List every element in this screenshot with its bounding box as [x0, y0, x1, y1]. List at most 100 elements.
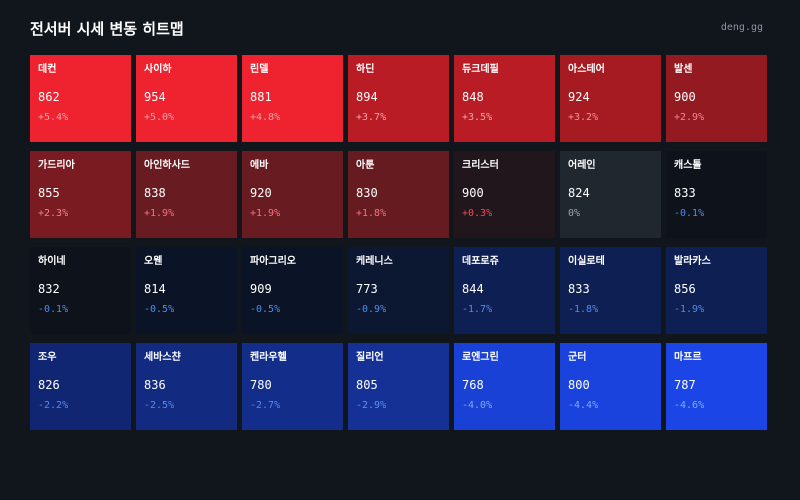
price-change: -0.5%: [250, 304, 281, 315]
heatmap-grid: 데컨 862 +5.4% 사이하 954 +5.0% 린델 881 +4.8% 하딘 894 +3.7…: [30, 55, 767, 430]
server-name: 켄라우헬: [250, 352, 287, 363]
heatmap-tile[interactable]: 세바스챤 836 -2.5%: [136, 343, 237, 430]
heatmap-tile[interactable]: 아인하사드 838 +1.9%: [136, 151, 237, 238]
price-change: -4.6%: [674, 400, 705, 411]
heatmap-tile[interactable]: 아스테어 924 +3.2%: [560, 55, 661, 142]
server-price: 909: [250, 282, 272, 296]
heatmap-tile[interactable]: 로엔그린 768 -4.0%: [454, 343, 555, 430]
server-price: 824: [568, 186, 590, 200]
server-price: 833: [568, 282, 590, 296]
heatmap-tile[interactable]: 아툰 830 +1.8%: [348, 151, 449, 238]
heatmap-tile[interactable]: 듀크데필 848 +3.5%: [454, 55, 555, 142]
server-name: 질리언: [356, 352, 384, 363]
price-change: +4.8%: [250, 112, 281, 123]
heatmap-tile[interactable]: 발센 900 +2.9%: [666, 55, 767, 142]
heatmap-tile[interactable]: 린델 881 +4.8%: [242, 55, 343, 142]
server-name: 이실로테: [568, 256, 605, 267]
price-change: +2.3%: [38, 208, 69, 219]
server-price: 805: [356, 378, 378, 392]
server-name: 하이네: [38, 256, 66, 267]
price-change: -2.9%: [356, 400, 387, 411]
server-name: 린델: [250, 64, 269, 75]
price-change: +1.9%: [144, 208, 175, 219]
heatmap-tile[interactable]: 조우 826 -2.2%: [30, 343, 131, 430]
heatmap-tile[interactable]: 데컨 862 +5.4%: [30, 55, 131, 142]
heatmap-tile[interactable]: 에바 920 +1.9%: [242, 151, 343, 238]
price-change: -1.8%: [568, 304, 599, 315]
server-price: 844: [462, 282, 484, 296]
server-price: 954: [144, 90, 166, 104]
price-change: +3.5%: [462, 112, 493, 123]
server-price: 800: [568, 378, 590, 392]
price-change: 0%: [568, 208, 581, 219]
site-label: deng.gg: [720, 22, 763, 33]
server-name: 가드리아: [38, 160, 75, 171]
heatmap-tile[interactable]: 켄라우헬 780 -2.7%: [242, 343, 343, 430]
heatmap-tile[interactable]: 질리언 805 -2.9%: [348, 343, 449, 430]
heatmap-tile[interactable]: 캐스톨 833 -0.1%: [666, 151, 767, 238]
server-name: 군터: [568, 352, 587, 363]
server-price: 900: [462, 186, 484, 200]
price-change: +3.2%: [568, 112, 599, 123]
heatmap-tile[interactable]: 어레인 824 0%: [560, 151, 661, 238]
price-change: -1.9%: [674, 304, 705, 315]
heatmap-tile[interactable]: 케레니스 773 -0.9%: [348, 247, 449, 334]
server-name: 케레니스: [356, 256, 393, 267]
server-price: 900: [674, 90, 696, 104]
price-change: +2.9%: [674, 112, 705, 123]
heatmap-tile[interactable]: 오웬 814 -0.5%: [136, 247, 237, 334]
server-price: 856: [674, 282, 696, 296]
price-change: -4.4%: [568, 400, 599, 411]
server-price: 838: [144, 186, 166, 200]
price-change: -2.5%: [144, 400, 175, 411]
page-title: 전서버 시세 변동 히트맵: [30, 20, 184, 38]
server-price: 832: [38, 282, 60, 296]
price-change: -0.1%: [674, 208, 705, 219]
heatmap-tile[interactable]: 마프르 787 -4.6%: [666, 343, 767, 430]
server-price: 924: [568, 90, 590, 104]
server-name: 사이하: [144, 64, 172, 75]
server-price: 848: [462, 90, 484, 104]
server-name: 하딘: [356, 64, 375, 75]
server-name: 파아그리오: [250, 256, 296, 267]
server-name: 캐스톨: [674, 160, 702, 171]
price-change: +5.4%: [38, 112, 69, 123]
server-price: 826: [38, 378, 60, 392]
server-name: 오웬: [144, 256, 163, 267]
server-name: 듀크데필: [462, 64, 499, 75]
server-price: 894: [356, 90, 378, 104]
price-change: -0.9%: [356, 304, 387, 315]
price-change: +0.3%: [462, 208, 493, 219]
heatmap-tile[interactable]: 파아그리오 909 -0.5%: [242, 247, 343, 334]
heatmap-tile[interactable]: 군터 800 -4.4%: [560, 343, 661, 430]
heatmap-tile[interactable]: 사이하 954 +5.0%: [136, 55, 237, 142]
server-name: 세바스챤: [144, 352, 181, 363]
server-price: 787: [674, 378, 696, 392]
server-name: 로엔그린: [462, 352, 499, 363]
heatmap-tile[interactable]: 하이네 832 -0.1%: [30, 247, 131, 334]
server-name: 조우: [38, 352, 57, 363]
server-name: 아인하사드: [144, 160, 190, 171]
heatmap-tile[interactable]: 가드리아 855 +2.3%: [30, 151, 131, 238]
price-change: +1.8%: [356, 208, 387, 219]
heatmap-tile[interactable]: 하딘 894 +3.7%: [348, 55, 449, 142]
heatmap-tile[interactable]: 이실로테 833 -1.8%: [560, 247, 661, 334]
server-name: 데포로쥬: [462, 256, 499, 267]
server-name: 아스테어: [568, 64, 605, 75]
server-price: 768: [462, 378, 484, 392]
price-change: +3.7%: [356, 112, 387, 123]
heatmap-tile[interactable]: 데포로쥬 844 -1.7%: [454, 247, 555, 334]
server-name: 에바: [250, 160, 269, 171]
server-price: 830: [356, 186, 378, 200]
price-change: +1.9%: [250, 208, 281, 219]
heatmap-tile[interactable]: 크리스터 900 +0.3%: [454, 151, 555, 238]
heatmap-tile[interactable]: 발라카스 856 -1.9%: [666, 247, 767, 334]
server-price: 780: [250, 378, 272, 392]
server-price: 773: [356, 282, 378, 296]
price-change: -2.7%: [250, 400, 281, 411]
server-name: 데컨: [38, 64, 57, 75]
server-price: 836: [144, 378, 166, 392]
server-name: 크리스터: [462, 160, 499, 171]
price-change: -1.7%: [462, 304, 493, 315]
server-price: 862: [38, 90, 60, 104]
